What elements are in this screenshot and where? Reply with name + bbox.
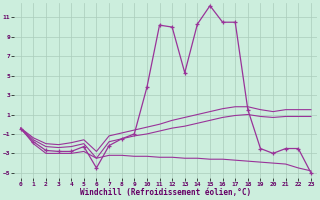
X-axis label: Windchill (Refroidissement éolien,°C): Windchill (Refroidissement éolien,°C)	[80, 188, 252, 197]
